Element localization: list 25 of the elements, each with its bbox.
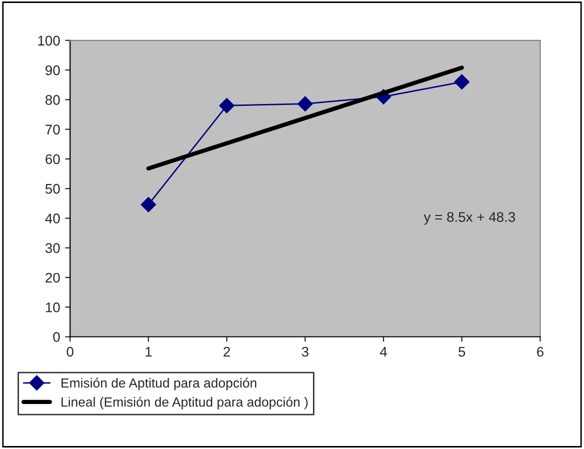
annotation: y = 8.5x + 48.3 xyxy=(424,212,516,225)
x-tick-label: 6 xyxy=(537,346,544,357)
x-tick-label: 1 xyxy=(146,346,152,357)
y-tick-label: 70 xyxy=(46,124,60,134)
point xyxy=(298,96,313,112)
y-tick-label: 20 xyxy=(46,272,60,283)
x-tick-label: 3 xyxy=(302,346,308,357)
legend-label: Lineal (Emisión de Aptitud para adopción ) xyxy=(62,396,308,410)
y-tick-label: 0 xyxy=(53,332,60,342)
y-tick-label: 40 xyxy=(45,214,60,224)
y-tick-label: 50 xyxy=(45,184,60,194)
point xyxy=(219,98,234,114)
legend-label: Emisión de Aptitud para adopción xyxy=(62,378,256,390)
y-tick-label: 10 xyxy=(46,302,60,312)
y-tick-label: 60 xyxy=(46,154,60,164)
y-tick-label: 100 xyxy=(38,36,60,46)
point xyxy=(140,197,156,212)
x-tick-label: 5 xyxy=(458,346,466,357)
y-tick-label: 30 xyxy=(45,243,60,254)
y-tick-label: 80 xyxy=(46,95,60,105)
point xyxy=(454,74,470,90)
x-tick-label: 2 xyxy=(224,346,230,357)
x-tick-label: 4 xyxy=(380,346,387,357)
x-tick-label: 0 xyxy=(66,346,74,357)
y-tick-label: 90 xyxy=(46,65,60,76)
